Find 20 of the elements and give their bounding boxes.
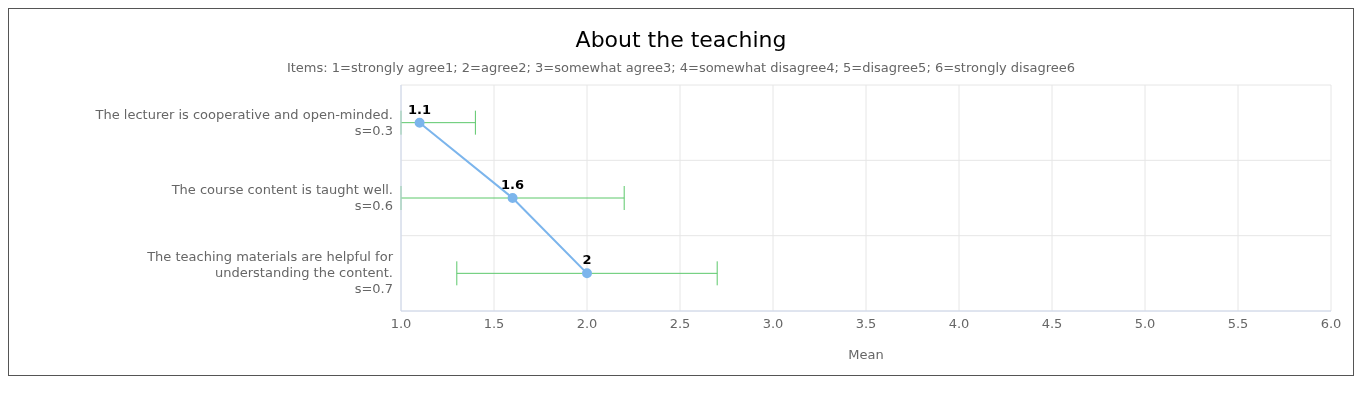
x-tick-label: 5.5 <box>1227 316 1249 332</box>
y-tick-label: The lecturer is cooperative and open-minded. s=0.3 <box>94 106 393 138</box>
data-label: 1.1 <box>408 101 432 117</box>
data-label: 2 <box>582 252 592 268</box>
y-tick-label: The course content is taught well. s=0.6 <box>170 182 393 213</box>
x-tick-label: 2.0 <box>576 316 598 332</box>
x-tick-label: 1.5 <box>483 316 505 332</box>
x-tick-label: 3.0 <box>762 316 784 332</box>
x-tick-label: 4.5 <box>1041 316 1063 332</box>
y-tick-label: The teaching materials are helpful for understanding the content. s=0.7 <box>146 249 394 297</box>
x-tick-label: 3.5 <box>855 316 877 332</box>
x-axis-title: Mean <box>848 347 884 362</box>
chart-subtitle: Items: 1=strongly agree1; 2=agree2; 3=somewhat agree3; 4=somewhat disagree4; 5=disagree5; 6=strongly disagree6 <box>285 60 1077 75</box>
data-label: 1.6 <box>501 177 525 192</box>
x-tick-label: 4.0 <box>948 316 970 332</box>
x-tick-label: 1.0 <box>390 316 412 332</box>
x-tick-label: 6.0 <box>1320 316 1342 332</box>
chart-title: About the teaching <box>574 26 788 52</box>
x-tick-label: 5.0 <box>1134 316 1156 332</box>
x-tick-label: 2.5 <box>669 316 691 332</box>
